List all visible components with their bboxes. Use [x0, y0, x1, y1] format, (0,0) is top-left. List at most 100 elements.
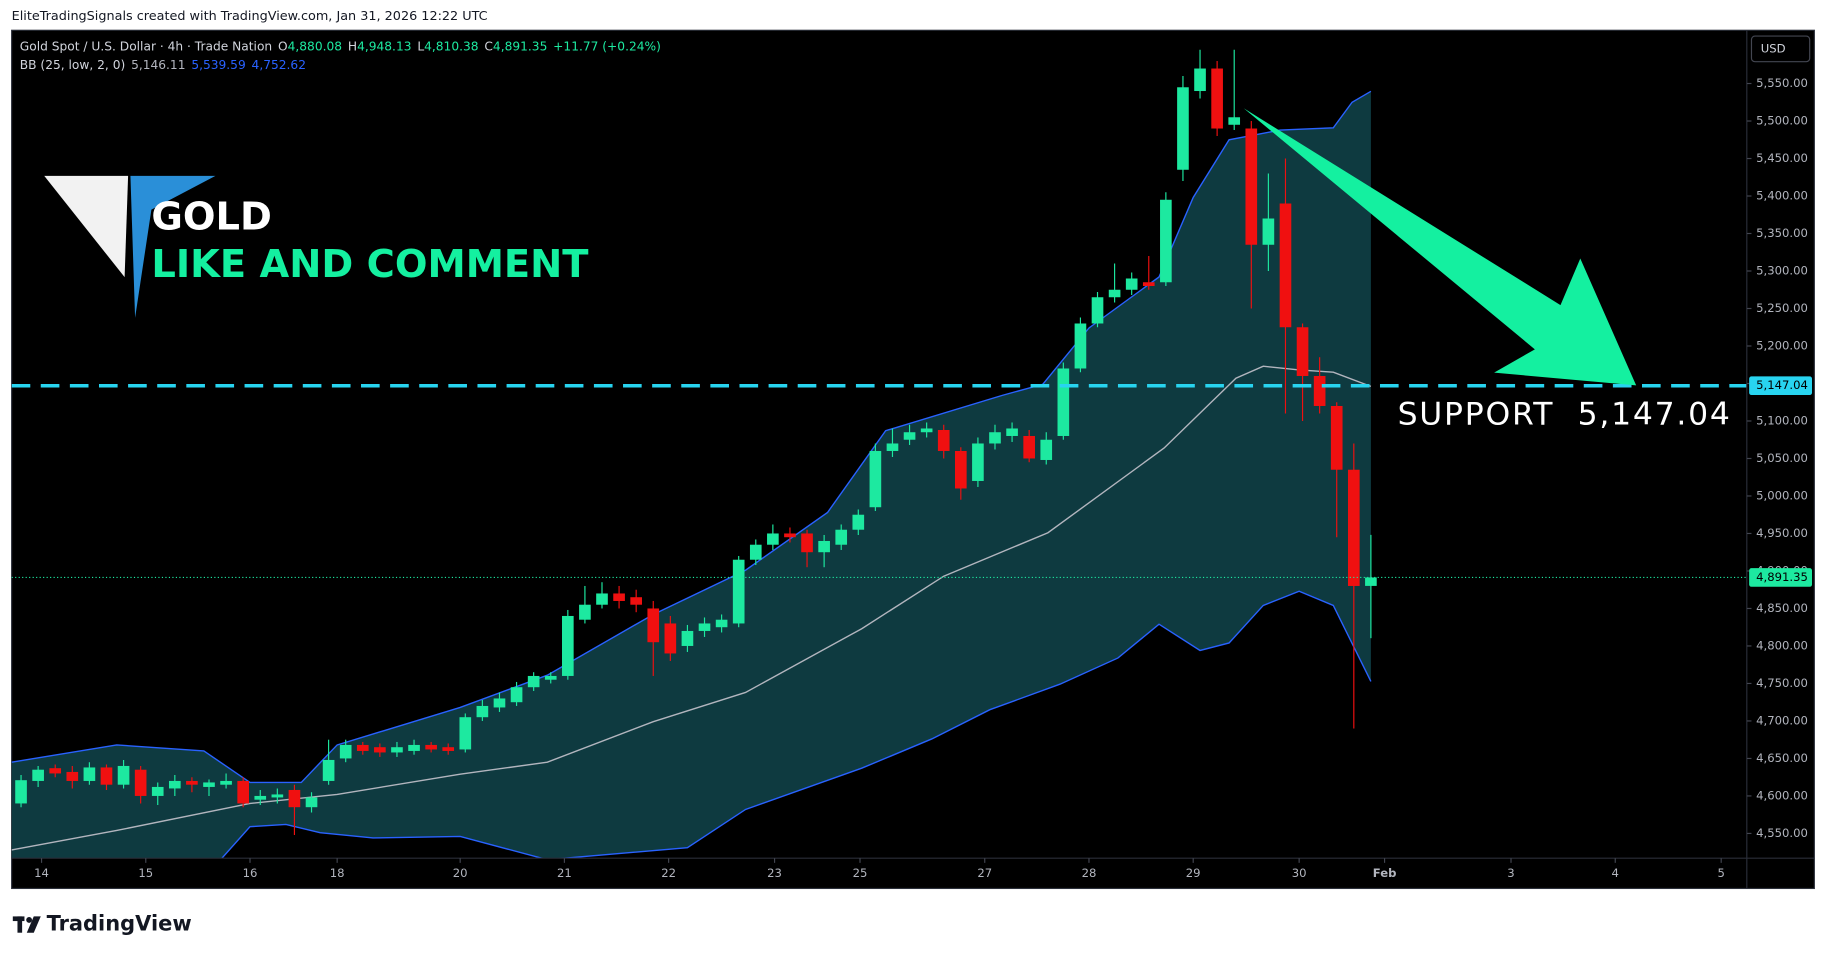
support-box: [1749, 376, 1813, 396]
y-tick-label: 4,800.00: [1756, 638, 1808, 652]
x-tick-label: 28: [1082, 866, 1097, 880]
ohlc-value: 4,880.08: [288, 39, 342, 53]
y-tick-label: 5,100.00: [1756, 413, 1808, 427]
y-tick-label: 4,850.00: [1756, 601, 1808, 615]
x-tick-label: 4: [1612, 866, 1619, 880]
y-tick-label: 4,700.00: [1756, 713, 1808, 727]
logo-subtitle: LIKE AND COMMENT: [151, 242, 588, 287]
candle-body: [15, 780, 27, 804]
x-tick-label: Feb: [1373, 866, 1397, 880]
x-tick-label: 25: [853, 866, 868, 880]
y-tick-label: 5,450.00: [1756, 151, 1808, 165]
last-price-box: [1749, 568, 1813, 587]
x-tick-label: 29: [1186, 866, 1201, 880]
ohlc-label: H: [348, 39, 357, 53]
candle-body: [1108, 289, 1121, 298]
candle-body: [1245, 128, 1258, 245]
x-tick-label: 14: [34, 866, 49, 880]
indicator-value: 4,752.62: [252, 58, 306, 72]
symbol: Gold Spot / U.S. Dollar · 4h · Trade Nat…: [20, 39, 272, 53]
y-tick-label: 4,750.00: [1756, 676, 1808, 690]
band-line: [220, 590, 1372, 859]
y-tick-label: 5,300.00: [1756, 264, 1808, 278]
candle-body: [886, 443, 899, 451]
last-price-label: 4,891.35: [1756, 570, 1808, 584]
candle-body: [698, 623, 711, 631]
brand: TradingView: [47, 912, 192, 936]
candle-body: [1040, 439, 1053, 460]
x-tick-label: 15: [138, 866, 153, 880]
indicator-value: 5,146.11: [131, 58, 185, 72]
candle-body: [220, 780, 232, 785]
currency-box[interactable]: [1750, 35, 1811, 63]
candle-body: [1142, 282, 1155, 286]
candle-body: [169, 780, 181, 789]
candle-body: [203, 782, 215, 787]
logo-title: GOLD: [151, 194, 272, 239]
candle-body: [32, 769, 44, 781]
plot-area: [11, 49, 1747, 859]
candle-body: [1313, 375, 1326, 406]
candle-body: [100, 767, 113, 785]
candle-body: [117, 765, 130, 785]
indicator-value: 5,539.59: [191, 58, 245, 72]
candle-body: [237, 780, 249, 804]
y-tick-label: 5,050.00: [1756, 451, 1808, 465]
candle-body: [630, 597, 642, 605]
brand-logo: [12, 916, 41, 933]
x-tick-label: 3: [1507, 866, 1514, 880]
band-fill: [11, 91, 1371, 859]
candle-body: [408, 744, 420, 751]
ohlc-value: 4,810.38: [424, 39, 478, 53]
candle-body: [596, 593, 608, 605]
candle-body: [1211, 68, 1223, 129]
candle-body: [151, 786, 164, 796]
candle-body: [374, 747, 386, 753]
candle-body: [801, 533, 813, 553]
logo-white: [44, 175, 129, 278]
candle-body: [835, 529, 848, 545]
axes: 4,550.00 4,600.00 4,650.00 4,700.00 4,750.00…: [34, 76, 1813, 880]
candle-body: [254, 795, 267, 800]
candle-body: [339, 744, 352, 759]
x-tick-label: 22: [661, 866, 676, 880]
x-tick-label: 27: [977, 866, 992, 880]
candle-body: [305, 797, 318, 808]
candle-body: [1006, 428, 1018, 436]
candle-body: [579, 604, 591, 620]
candle-body: [1125, 278, 1138, 290]
y-tick-label: 4,650.00: [1756, 751, 1808, 765]
candle-body: [322, 759, 335, 781]
candle-body: [1091, 297, 1104, 324]
indicator-legend: BB (25, low, 2, 0) 5,146.11 5,539.59 4,752.…: [20, 58, 306, 72]
candle-body: [749, 544, 762, 560]
down-arrow: [1243, 108, 1637, 386]
candle-body: [1279, 203, 1292, 328]
y-tick-label: 4,550.00: [1756, 826, 1808, 840]
candle-body: [1177, 87, 1189, 170]
ohlc-label: L: [417, 39, 424, 53]
candle-body: [459, 717, 472, 750]
candle-body: [66, 771, 79, 781]
y-tick-label: 4,950.00: [1756, 526, 1808, 540]
candle-body: [510, 687, 523, 703]
symbol-legend: Gold Spot / U.S. Dollar · 4h · Trade Nat…: [20, 39, 661, 53]
x-tick-label: 18: [330, 866, 345, 880]
candle-body: [732, 559, 745, 624]
x-tick-label: 30: [1292, 866, 1307, 880]
candle-body: [767, 533, 779, 545]
y-tick-label: 5,550.00: [1756, 76, 1808, 90]
x-tick-label: 5: [1717, 866, 1724, 880]
candle-body: [356, 744, 369, 751]
candle-body: [186, 780, 198, 785]
change: +11.77 (+0.24%): [553, 39, 661, 53]
candle-body: [903, 432, 916, 440]
candle-body: [1330, 405, 1343, 470]
candle-body: [1194, 68, 1206, 92]
ohlc-value: 4,948.13: [357, 39, 411, 53]
indicator-name: BB (25, low, 2, 0): [20, 58, 125, 72]
candle-body: [391, 747, 403, 753]
candle-body: [49, 768, 62, 774]
